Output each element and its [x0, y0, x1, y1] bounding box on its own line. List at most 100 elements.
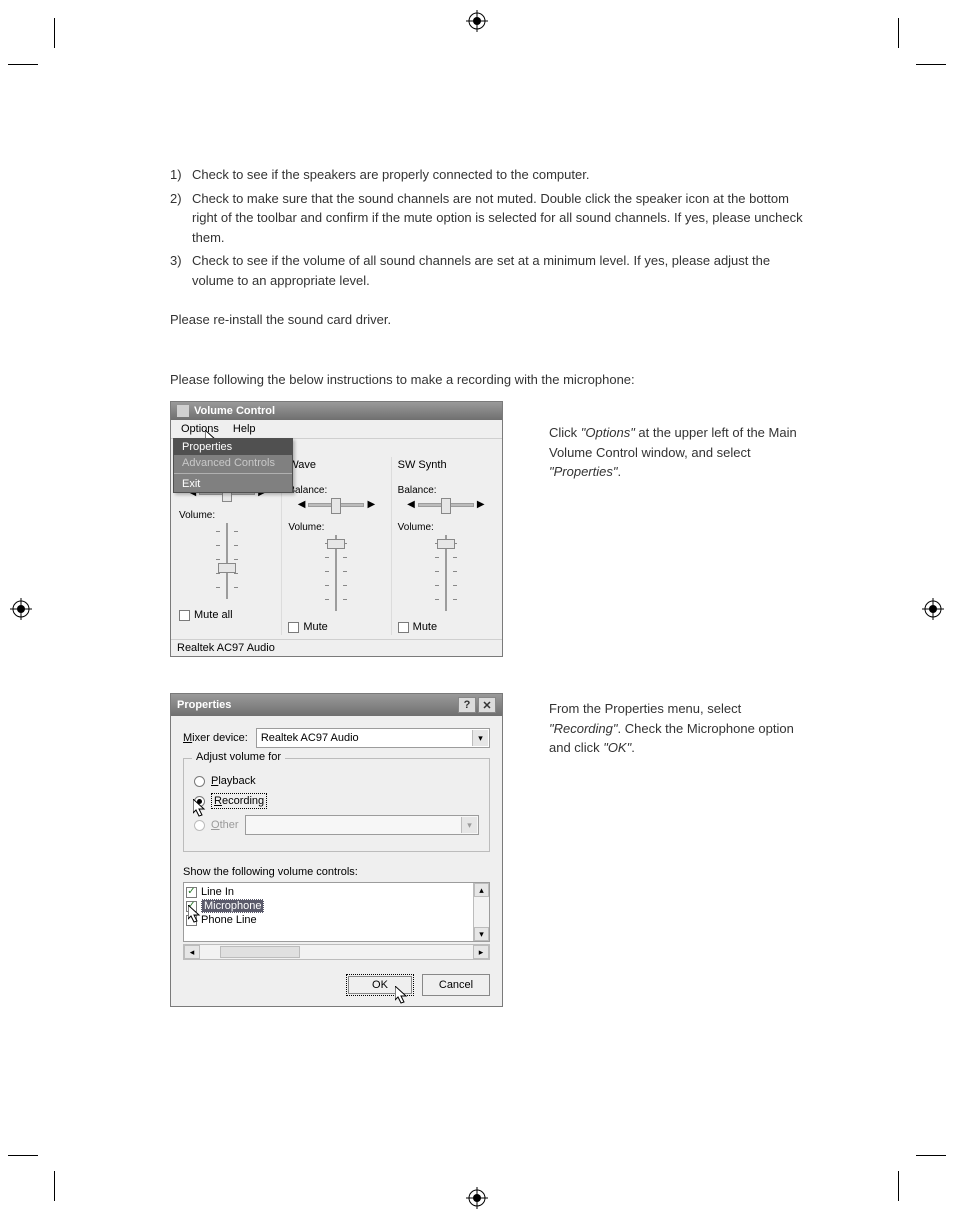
radio-icon [194, 820, 205, 831]
speaker-right-icon: ▶ [367, 499, 375, 510]
cancel-button[interactable]: Cancel [422, 974, 490, 996]
other-select: ▾ [245, 815, 479, 835]
speaker-left-icon: ◀ [298, 499, 306, 510]
radio-other: Other ▾ [194, 815, 479, 835]
radio-label: Other [211, 819, 239, 831]
channel-swsynth: SW Synth Balance: ◀ ▶ Volume: [392, 457, 500, 635]
menubar: Options Help Properties Advanced Control… [171, 420, 502, 439]
checkbox-icon [288, 622, 299, 633]
chevron-down-icon: ▾ [472, 730, 488, 746]
window-titlebar[interactable]: Volume Control [171, 402, 502, 420]
balance-slider[interactable]: ◀ ▶ [288, 498, 384, 510]
menu-item-properties[interactable]: Properties [174, 439, 292, 455]
list-text: Check to make sure that the sound channe… [192, 189, 810, 248]
balance-slider[interactable]: ◀ ▶ [398, 498, 494, 510]
select-value: Realtek AC97 Audio [261, 732, 359, 744]
speaker-left-icon: ◀ [407, 499, 415, 510]
balance-label: Balance: [288, 485, 384, 496]
scroll-up-icon[interactable]: ▴ [474, 883, 489, 897]
caption-italic: "Properties" [549, 464, 617, 479]
volume-label: Volume: [398, 522, 494, 533]
caption-2: From the Properties menu, select "Record… [549, 699, 810, 758]
instruction-list: 1) Check to see if the speakers are prop… [170, 165, 810, 290]
scroll-right-icon[interactable]: ▸ [473, 945, 489, 959]
chevron-down-icon: ▾ [461, 817, 477, 833]
instruction-item-2: 2) Check to make sure that the sound cha… [170, 189, 810, 248]
menu-help[interactable]: Help [227, 422, 262, 436]
list-text: Check to see if the volume of all sound … [192, 251, 810, 290]
radio-label: Playback [211, 775, 256, 787]
menu-options[interactable]: Options [175, 422, 225, 436]
speaker-right-icon: ▶ [477, 499, 485, 510]
list-item-label: Line In [201, 886, 234, 898]
volume-slider[interactable] [398, 535, 494, 611]
options-dropdown: Properties Advanced Controls Exit [173, 438, 293, 493]
caption-italic: "OK" [603, 740, 631, 755]
caption-italic: "Recording" [549, 721, 618, 736]
list-item-label: Microphone [201, 899, 264, 913]
menu-separator [174, 473, 292, 474]
channel-wave: Wave Balance: ◀ ▶ Volume: [282, 457, 391, 635]
radio-label: Recording [211, 793, 267, 809]
volume-slider[interactable] [288, 535, 384, 611]
horizontal-scrollbar[interactable]: ◂ ▸ [183, 944, 490, 960]
checkbox-icon [398, 622, 409, 633]
instruction-item-3: 3) Check to see if the volume of all sou… [170, 251, 810, 290]
ok-button[interactable]: OK [346, 974, 414, 996]
window-title: Volume Control [194, 405, 275, 417]
radio-icon [194, 796, 205, 807]
mixer-device-row: Mixer device: Realtek AC97 Audio ▾ [183, 728, 490, 748]
adjust-volume-fieldset: Adjust volume for Playback Recording [183, 758, 490, 852]
checkbox-label: Mute [413, 621, 437, 633]
radio-icon [194, 776, 205, 787]
volume-controls-listbox[interactable]: Line In Microphone Ph [183, 882, 490, 942]
volume-control-window: Volume Control Options Help Properties A… [170, 401, 503, 657]
mute-checkbox[interactable]: Mute [288, 621, 384, 633]
menu-item-advanced[interactable]: Advanced Controls [174, 455, 292, 471]
list-item-microphone[interactable]: Microphone [186, 899, 471, 913]
dialog-title: Properties [177, 699, 231, 711]
checkbox-icon [186, 901, 197, 912]
caption-text: From the Properties menu, select [549, 701, 741, 716]
list-number: 1) [170, 165, 192, 185]
help-button[interactable]: ? [458, 697, 476, 713]
checkbox-icon [186, 915, 197, 926]
list-number: 3) [170, 251, 192, 290]
mute-all-checkbox[interactable]: Mute all [179, 609, 275, 621]
caption-text: . [617, 464, 621, 479]
balance-label: Balance: [398, 485, 494, 496]
button-label: Cancel [439, 979, 473, 991]
vertical-scrollbar[interactable]: ▴ ▾ [473, 883, 489, 941]
page-content: 1) Check to see if the speakers are prop… [170, 165, 810, 1007]
status-bar: Realtek AC97 Audio [171, 639, 502, 656]
mixer-device-label: Mixer device: [183, 732, 248, 744]
caption-1: Click "Options" at the upper left of the… [549, 423, 810, 482]
app-icon [177, 405, 189, 417]
mixer-device-select[interactable]: Realtek AC97 Audio ▾ [256, 728, 490, 748]
fieldset-legend: Adjust volume for [192, 751, 285, 763]
list-number: 2) [170, 189, 192, 248]
list-item-label: Phone Line [201, 914, 257, 926]
caption-italic: "Options" [581, 425, 635, 440]
list-text: Check to see if the speakers are properl… [192, 165, 810, 185]
volume-slider[interactable] [179, 523, 275, 599]
dialog-titlebar[interactable]: Properties ? ✕ [171, 694, 502, 716]
caption-text: . [631, 740, 635, 755]
list-item-linein[interactable]: Line In [186, 886, 471, 898]
checkbox-icon [179, 610, 190, 621]
scroll-left-icon[interactable]: ◂ [184, 945, 200, 959]
scroll-down-icon[interactable]: ▾ [474, 927, 489, 941]
channel-name: Wave [288, 459, 384, 471]
radio-recording[interactable]: Recording [194, 793, 479, 809]
properties-dialog: Properties ? ✕ Mixer device: Realtek AC9… [170, 693, 503, 1007]
mute-checkbox[interactable]: Mute [398, 621, 494, 633]
checkbox-label: Mute all [194, 609, 233, 621]
list-item-phoneline[interactable]: Phone Line [186, 914, 471, 926]
radio-playback[interactable]: Playback [194, 775, 479, 787]
mixer-label-rest: ixer device: [192, 732, 248, 744]
channel-name: SW Synth [398, 459, 494, 471]
volume-label: Volume: [179, 510, 275, 521]
menu-item-exit[interactable]: Exit [174, 476, 292, 492]
close-button[interactable]: ✕ [478, 697, 496, 713]
volume-controls-label: Show the following volume controls: [183, 866, 490, 878]
